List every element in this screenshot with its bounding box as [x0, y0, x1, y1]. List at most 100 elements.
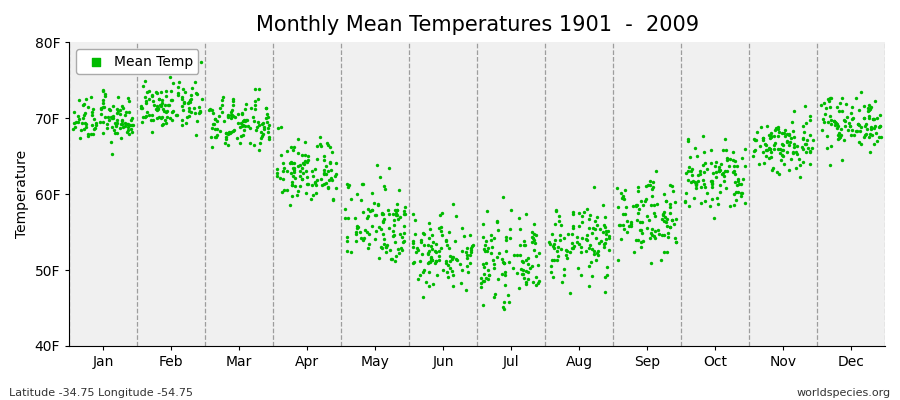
- Point: [514, 266, 528, 272]
- Point: [817, 119, 832, 125]
- Point: [87, 116, 102, 122]
- Point: [614, 189, 628, 196]
- Point: [598, 227, 613, 234]
- Point: [422, 283, 436, 289]
- Point: [317, 167, 331, 174]
- Point: [329, 159, 344, 166]
- Point: [862, 102, 877, 108]
- Point: [328, 173, 342, 180]
- Point: [803, 112, 817, 119]
- Point: [611, 222, 625, 229]
- Point: [138, 94, 152, 100]
- Point: [655, 210, 670, 217]
- Point: [635, 238, 650, 244]
- Point: [184, 92, 198, 98]
- Point: [176, 86, 191, 93]
- Point: [97, 91, 112, 97]
- Point: [188, 110, 202, 116]
- Point: [262, 134, 276, 141]
- Point: [88, 125, 103, 131]
- Point: [239, 117, 254, 123]
- Point: [647, 232, 662, 239]
- Point: [718, 168, 733, 174]
- Point: [426, 280, 440, 287]
- Point: [706, 170, 721, 177]
- Point: [821, 119, 835, 126]
- Point: [865, 132, 879, 138]
- Point: [722, 163, 736, 170]
- Point: [817, 100, 832, 106]
- Point: [717, 178, 732, 184]
- Point: [449, 256, 464, 262]
- Point: [512, 242, 526, 248]
- Point: [832, 107, 847, 114]
- Point: [583, 212, 598, 218]
- Point: [487, 294, 501, 300]
- Point: [873, 123, 887, 130]
- Point: [378, 244, 392, 250]
- Point: [255, 133, 269, 140]
- Point: [574, 244, 589, 250]
- Point: [658, 214, 672, 221]
- Point: [317, 181, 331, 188]
- Point: [839, 101, 853, 108]
- Point: [684, 179, 698, 185]
- Point: [220, 112, 235, 118]
- Point: [796, 135, 810, 142]
- Point: [270, 124, 284, 131]
- Point: [862, 107, 877, 113]
- Point: [183, 97, 197, 103]
- Point: [857, 114, 871, 121]
- Point: [114, 121, 129, 127]
- Point: [485, 243, 500, 250]
- Point: [275, 168, 290, 174]
- Point: [176, 96, 190, 102]
- Point: [823, 104, 837, 110]
- Point: [458, 249, 473, 256]
- Point: [775, 141, 789, 148]
- Point: [290, 192, 304, 198]
- Point: [480, 275, 494, 282]
- Point: [443, 264, 457, 271]
- Point: [588, 226, 602, 232]
- Point: [842, 123, 857, 130]
- Point: [526, 221, 541, 227]
- Point: [660, 222, 674, 229]
- Point: [476, 278, 491, 284]
- Point: [341, 215, 356, 222]
- Point: [166, 97, 180, 104]
- Point: [775, 147, 789, 153]
- Point: [222, 130, 237, 136]
- Point: [392, 250, 406, 256]
- Point: [388, 258, 402, 264]
- Point: [762, 144, 777, 151]
- Point: [192, 110, 206, 116]
- Point: [205, 125, 220, 132]
- Point: [718, 136, 733, 142]
- Point: [693, 170, 707, 177]
- Point: [850, 121, 865, 128]
- Point: [683, 168, 698, 174]
- Point: [688, 145, 702, 152]
- Point: [616, 222, 630, 228]
- Point: [213, 128, 228, 134]
- Point: [408, 259, 422, 266]
- Point: [238, 116, 253, 123]
- Point: [654, 257, 669, 263]
- Point: [122, 108, 137, 115]
- Point: [250, 124, 265, 130]
- Point: [428, 260, 443, 266]
- Point: [797, 103, 812, 110]
- Point: [319, 179, 333, 186]
- Point: [295, 159, 310, 166]
- Point: [100, 121, 114, 127]
- Point: [803, 117, 817, 123]
- Point: [189, 90, 203, 96]
- Point: [668, 199, 682, 205]
- Point: [598, 230, 613, 237]
- Point: [862, 113, 877, 119]
- Point: [788, 149, 803, 155]
- Point: [638, 183, 652, 189]
- Point: [712, 167, 726, 173]
- Point: [414, 237, 428, 243]
